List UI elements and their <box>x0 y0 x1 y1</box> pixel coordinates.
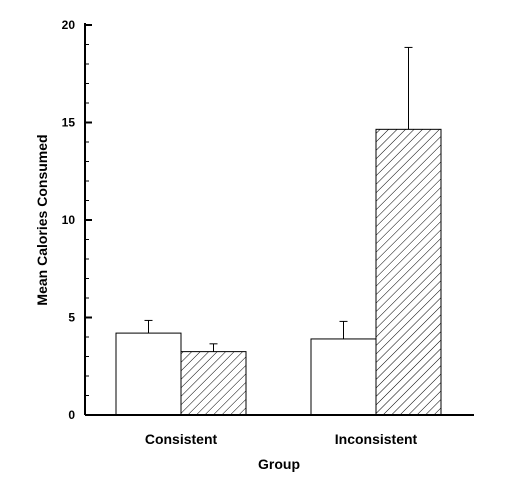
bar-hatched-consistent <box>180 351 247 416</box>
bar-open-consistent <box>115 332 182 416</box>
y-tick-label: 20 <box>62 18 76 32</box>
y-tick-label: 5 <box>68 311 75 325</box>
x-tick-label-inconsistent: Inconsistent <box>335 431 418 447</box>
y-axis-title: Mean Calories Consumed <box>34 134 50 305</box>
x-axis-title: Group <box>258 456 300 472</box>
bar-open-inconsistent <box>310 338 377 416</box>
bar-hatched-inconsistent <box>375 128 442 416</box>
x-tick-label-consistent: Consistent <box>145 431 218 447</box>
y-tick-label: 0 <box>68 408 75 422</box>
y-tick-label: 10 <box>62 213 76 227</box>
y-tick-label: 15 <box>62 116 76 130</box>
